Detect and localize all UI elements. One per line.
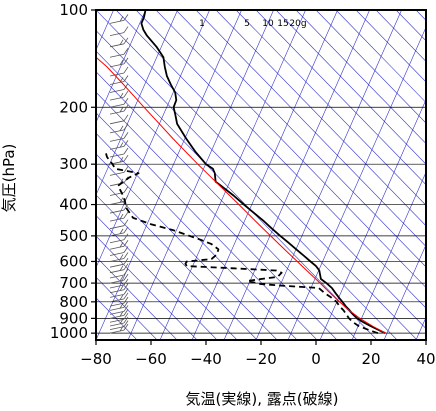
parcel-line	[96, 56, 386, 334]
wind-barb	[109, 83, 129, 93]
adiabat-line	[255, 10, 426, 186]
wind-barb	[109, 309, 129, 319]
adiabat-line	[315, 10, 426, 124]
wind-barb	[109, 301, 129, 311]
x-tick-label: 40	[416, 350, 435, 368]
wind-barb	[109, 283, 129, 294]
mixing-ratio-line	[96, 10, 178, 196]
adiabat-line	[135, 10, 426, 309]
y-tick-label: 200	[59, 98, 88, 116]
wind-barb	[109, 278, 129, 289]
wind-barb	[109, 26, 129, 36]
x-tick-label: 0	[311, 350, 321, 368]
wind-barb	[109, 66, 129, 77]
wind-barb	[109, 312, 129, 323]
mixing-ratio-line	[96, 10, 210, 269]
wind-barb	[109, 305, 129, 315]
x-tick-label: 20	[361, 350, 380, 368]
y-tick-label: 300	[59, 155, 88, 173]
x-tick-label: −40	[190, 350, 222, 368]
adiabat-line	[96, 10, 418, 340]
y-tick-label: 400	[59, 196, 88, 214]
wind-barb	[109, 246, 129, 256]
mixing-ratio-label: 20g	[289, 19, 306, 29]
adiabat-line	[215, 10, 426, 227]
wind-barb	[109, 186, 129, 196]
wind-barb	[109, 268, 129, 279]
y-tick-label: 1000	[50, 324, 88, 342]
mixing-ratio-line	[96, 10, 146, 124]
wind-barb	[109, 320, 129, 330]
wind-barb	[109, 37, 129, 48]
sounding-series	[96, 10, 386, 335]
x-tick-labels: −80 −60 −40 −20 0 20 40	[80, 350, 435, 368]
adiabat-line	[96, 256, 178, 340]
adiabat-line	[355, 10, 426, 83]
x-tick-label: −20	[245, 350, 277, 368]
adiabat-line	[295, 10, 426, 145]
wind-barb	[109, 98, 129, 108]
y-tick-label: 100	[59, 1, 88, 19]
adiabat-line	[275, 10, 426, 165]
wind-barb	[109, 233, 129, 244]
mixing-ratio-line	[255, 10, 402, 340]
dewpoint-line	[104, 151, 379, 335]
x-tick-label: −80	[80, 350, 112, 368]
adiabat-line	[195, 10, 426, 247]
wind-barb	[109, 166, 129, 176]
y-tick-label: 900	[59, 309, 88, 327]
wind-barb	[109, 273, 129, 284]
y-tick-label: 700	[59, 274, 88, 292]
wind-barb	[109, 288, 129, 298]
y-tick-label: 500	[59, 227, 88, 245]
mixing-ratio-label: 1	[199, 19, 205, 29]
wind-barb	[109, 140, 129, 150]
mixing-ratio-line	[319, 98, 426, 340]
wind-barb	[109, 14, 129, 24]
wind-barb	[109, 252, 129, 262]
wind-barb	[110, 10, 112, 11]
wind-barb	[109, 257, 129, 268]
wind-barb	[109, 47, 129, 58]
mixing-ratio-label: 15	[277, 19, 288, 29]
y-tick-label: 800	[59, 293, 88, 311]
mixing-ratio-label: 5	[244, 19, 250, 29]
mixing-ratio-labels: 1 5 10 15 20g	[199, 19, 306, 29]
adiabat-line	[335, 10, 426, 103]
x-axis-label: 気温(実線), 露点(破線)	[186, 390, 339, 408]
adiabat-line	[96, 194, 238, 340]
wind-barb	[109, 211, 129, 222]
wind-barb	[109, 203, 129, 214]
mixing-ratio-line	[351, 171, 426, 340]
adiabat-line	[96, 153, 278, 340]
wind-barb	[109, 292, 129, 303]
wind-barb	[109, 114, 129, 125]
wind-barb	[109, 123, 129, 134]
wind-barb	[109, 104, 129, 115]
adiabat-line	[96, 71, 358, 340]
wind-barb	[109, 226, 129, 237]
wind-barb	[109, 57, 129, 68]
pressure-grid	[91, 9, 427, 345]
y-axis-label: 気圧(hPa)	[0, 144, 18, 213]
wind-barb	[109, 90, 129, 101]
x-tick-label: −60	[135, 350, 167, 368]
temperature-line	[140, 10, 386, 335]
wind-barb	[109, 296, 129, 307]
plot-frame	[95, 9, 427, 341]
mixing-ratio-label: 10	[262, 19, 274, 29]
wind-barb	[109, 219, 129, 230]
wind-barb	[109, 132, 129, 142]
wind-barb	[109, 263, 129, 274]
adiabat-line	[175, 10, 426, 268]
y-tick-label: 600	[59, 252, 88, 270]
wind-barb	[109, 147, 129, 158]
adiabat-line	[155, 10, 426, 288]
wind-barb	[109, 240, 129, 250]
adiabat-line	[96, 174, 258, 340]
mixing-ratio-line	[287, 26, 426, 340]
adiabat-line	[96, 50, 378, 340]
